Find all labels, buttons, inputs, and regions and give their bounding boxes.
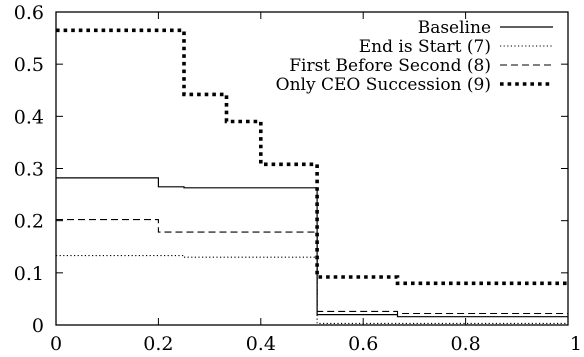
legend-label: Only CEO Succession (9): [276, 75, 491, 95]
y-tick-label: 0.6: [14, 2, 44, 24]
x-tick-label: 1: [570, 333, 582, 355]
x-tick-label: 0: [50, 333, 62, 355]
y-tick-label: 0.2: [14, 211, 44, 233]
x-tick-label: 0.2: [143, 333, 173, 355]
y-tick-label: 0.3: [14, 159, 44, 181]
y-tick-label: 0.1: [14, 263, 44, 285]
series-line-only-ceo-succession-9: [56, 28, 568, 286]
plot-frame: [55, 11, 569, 326]
series-line-baseline: [56, 177, 568, 318]
series-line-first-before-second-8: [56, 219, 568, 315]
y-tick-label: 0.5: [14, 54, 44, 76]
x-tick-label: 0.6: [348, 333, 378, 355]
legend-label: First Before Second (8): [289, 56, 491, 76]
legend-label: Baseline: [418, 18, 491, 38]
x-tick-label: 0.4: [246, 333, 276, 355]
x-tick-label: 0.8: [450, 333, 480, 355]
series-layer: [56, 28, 568, 324]
y-tick-label: 0: [32, 315, 44, 337]
y-tick-label: 0.4: [14, 106, 44, 128]
legend-label: End is Start (7): [359, 37, 491, 57]
